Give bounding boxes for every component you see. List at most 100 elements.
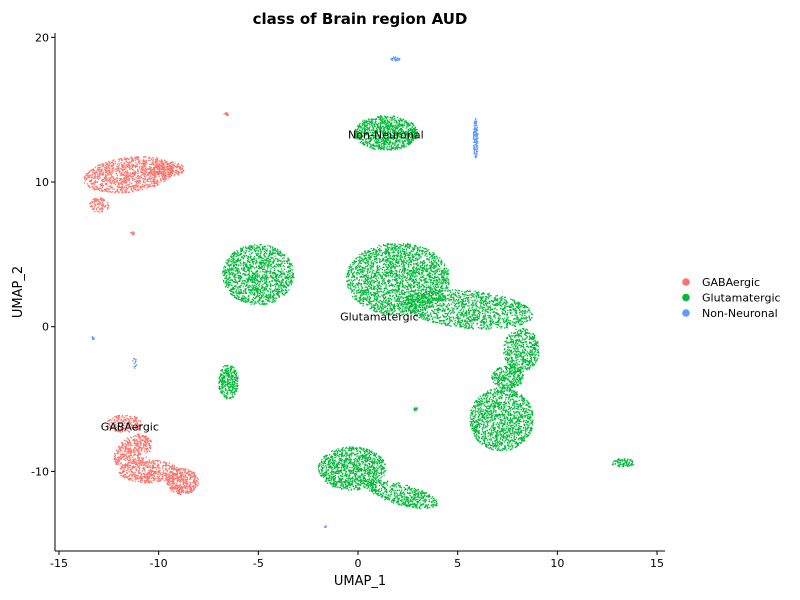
point: [133, 466, 135, 468]
point: [118, 170, 121, 172]
point: [133, 461, 135, 463]
point: [121, 164, 123, 166]
point: [233, 262, 235, 264]
point: [156, 475, 158, 477]
point: [194, 484, 196, 486]
point: [89, 175, 91, 177]
point: [120, 421, 122, 423]
point: [185, 491, 187, 494]
point: [101, 178, 103, 180]
point: [131, 424, 133, 426]
point: [145, 445, 147, 448]
point: [386, 129, 388, 131]
point: [111, 165, 113, 168]
point: [150, 178, 152, 181]
point: [118, 158, 121, 161]
point: [381, 132, 383, 134]
point: [117, 422, 119, 424]
point: [186, 482, 188, 485]
point: [233, 265, 235, 267]
point: [162, 465, 164, 467]
point: [138, 163, 141, 165]
point: [396, 147, 398, 150]
point: [136, 189, 138, 191]
point: [95, 172, 97, 174]
point: [130, 471, 132, 473]
point: [379, 131, 381, 133]
point: [148, 166, 151, 168]
point: [140, 479, 142, 481]
point: [118, 461, 120, 463]
point: [381, 143, 384, 145]
point: [140, 175, 142, 177]
point: [141, 470, 143, 472]
point: [136, 180, 138, 182]
point: [175, 483, 177, 485]
point: [378, 123, 380, 125]
point: [123, 168, 125, 170]
point: [158, 475, 160, 477]
point: [138, 188, 140, 190]
point: [164, 171, 167, 173]
point: [253, 273, 255, 275]
point: [252, 278, 255, 280]
point: [110, 183, 113, 185]
point: [100, 208, 102, 210]
point: [165, 463, 168, 465]
point: [127, 455, 129, 458]
point: [172, 477, 174, 479]
point: [404, 132, 406, 134]
point: [268, 296, 270, 298]
point: [363, 122, 365, 124]
point: [128, 422, 130, 424]
point: [137, 185, 139, 187]
point: [129, 182, 131, 184]
point: [136, 416, 138, 419]
point: [146, 163, 148, 165]
point: [178, 476, 181, 479]
point: [108, 178, 110, 180]
point: [177, 172, 179, 175]
point: [144, 448, 146, 450]
point: [267, 277, 269, 279]
point: [127, 448, 130, 450]
point: [103, 206, 105, 208]
point: [393, 134, 395, 137]
point: [116, 449, 118, 451]
point: [122, 192, 124, 194]
point: [177, 171, 180, 174]
point: [109, 173, 111, 175]
point: [190, 487, 192, 489]
point: [125, 171, 127, 173]
point: [153, 460, 155, 463]
point: [140, 171, 142, 173]
point: [127, 468, 129, 470]
point: [152, 177, 154, 179]
point: [358, 129, 361, 131]
point: [158, 471, 160, 473]
point: [102, 163, 104, 165]
point: [390, 147, 392, 149]
point: [145, 448, 147, 450]
point: [162, 178, 165, 180]
point: [369, 135, 371, 137]
point: [137, 169, 139, 171]
point: [113, 170, 115, 172]
point: [121, 453, 123, 456]
point: [143, 186, 145, 188]
point: [396, 146, 398, 148]
point: [111, 191, 114, 193]
point: [267, 294, 269, 296]
point: [134, 440, 136, 442]
point: [273, 269, 275, 272]
point: [366, 145, 368, 147]
point: [128, 420, 131, 422]
point: [370, 137, 372, 139]
point: [162, 173, 164, 175]
point: [286, 261, 289, 263]
point: [152, 179, 154, 181]
point: [137, 175, 139, 177]
point: [107, 187, 109, 190]
point: [133, 438, 136, 440]
point: [146, 175, 148, 177]
